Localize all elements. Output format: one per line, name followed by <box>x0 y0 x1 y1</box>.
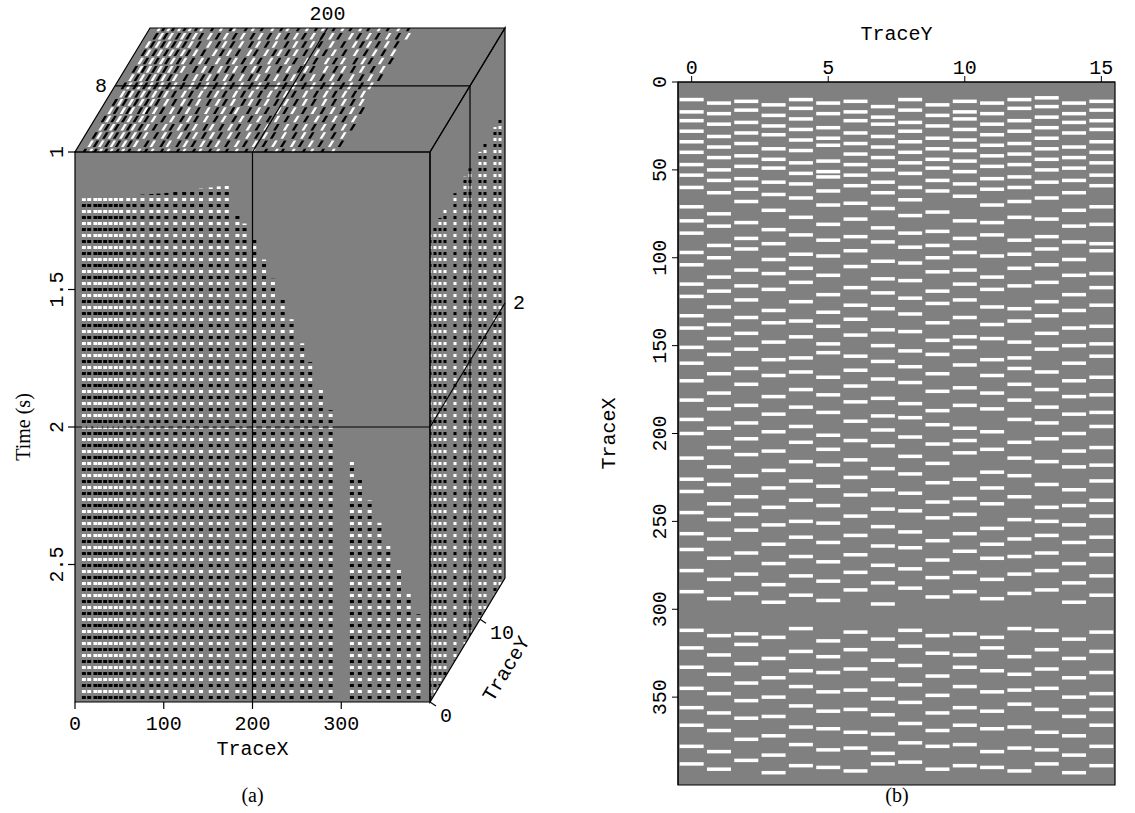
svg-text:0: 0 <box>69 713 81 736</box>
svg-text:TraceY: TraceY <box>860 23 932 46</box>
svg-text:100: 100 <box>649 240 672 276</box>
svg-text:150: 150 <box>649 328 672 364</box>
svg-text:TraceX: TraceX <box>216 738 288 761</box>
svg-text:2.5: 2.5 <box>46 546 69 582</box>
svg-text:1: 1 <box>46 146 69 158</box>
svg-text:TraceX: TraceX <box>598 397 621 469</box>
svg-text:8: 8 <box>95 75 107 98</box>
svg-text:(b): (b) <box>885 784 908 807</box>
svg-text:300: 300 <box>649 591 672 627</box>
svg-text:100: 100 <box>146 713 182 736</box>
svg-text:2: 2 <box>513 292 525 315</box>
svg-text:TraceY: TraceY <box>478 632 535 706</box>
svg-text:0: 0 <box>440 705 452 728</box>
svg-text:(a): (a) <box>241 784 263 807</box>
svg-text:0: 0 <box>686 57 698 80</box>
svg-text:250: 250 <box>649 503 672 539</box>
svg-text:350: 350 <box>649 679 672 715</box>
svg-text:50: 50 <box>649 158 672 182</box>
svg-text:10: 10 <box>953 57 977 80</box>
svg-text:0: 0 <box>649 76 672 88</box>
svg-text:1.5: 1.5 <box>46 271 69 307</box>
svg-text:2: 2 <box>46 421 69 433</box>
svg-text:200: 200 <box>649 415 672 451</box>
svg-text:300: 300 <box>323 713 359 736</box>
svg-text:200: 200 <box>309 3 345 26</box>
svg-text:200: 200 <box>234 713 270 736</box>
svg-text:5: 5 <box>822 57 834 80</box>
svg-text:15: 15 <box>1089 57 1113 80</box>
svg-text:10: 10 <box>490 622 514 646</box>
svg-text:Time (s): Time (s) <box>12 393 35 461</box>
